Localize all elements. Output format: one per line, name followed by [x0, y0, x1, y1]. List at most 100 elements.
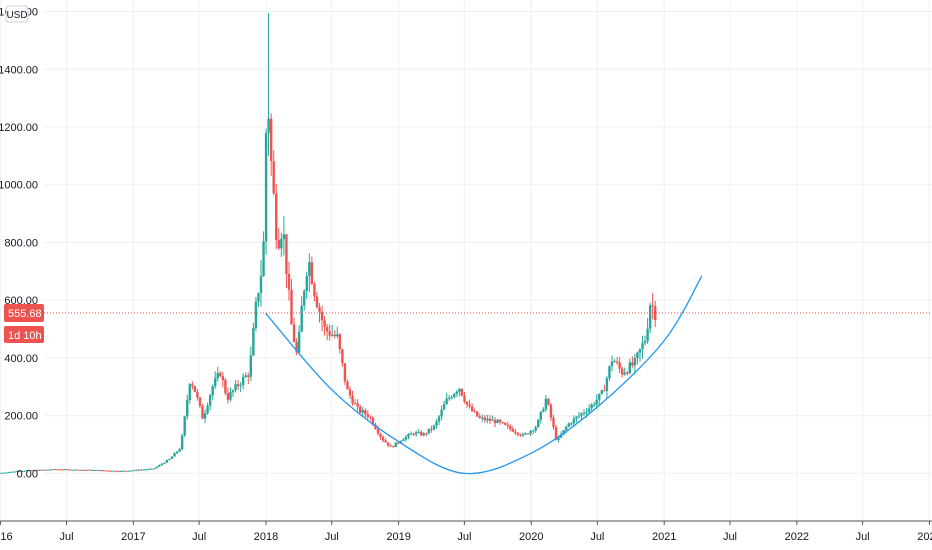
candle-body	[282, 234, 286, 239]
candle-up	[170, 456, 174, 459]
y-tick-label: 0.00	[17, 468, 38, 480]
candle-down	[275, 183, 278, 250]
candle-up	[580, 412, 583, 420]
candle-body	[25, 470, 29, 472]
candle-down	[470, 403, 474, 412]
x-tick-label: 2018	[254, 531, 278, 543]
candle-body	[473, 411, 476, 413]
candle-body	[600, 390, 604, 394]
candle-body	[272, 161, 275, 194]
candle-up	[168, 458, 171, 461]
candle-down	[333, 330, 336, 339]
candle-up	[577, 411, 581, 419]
candle-body	[191, 384, 194, 386]
candle-down	[501, 421, 504, 424]
candle-body	[496, 419, 499, 424]
candle-body	[618, 362, 621, 369]
candle-body	[572, 418, 576, 424]
candle-body	[310, 262, 314, 284]
candle-body	[145, 469, 148, 471]
candle-up	[119, 470, 123, 472]
candle-up	[147, 468, 151, 470]
candle-body	[119, 470, 123, 472]
candle-down	[348, 386, 352, 400]
candle-body	[366, 414, 370, 417]
candle-body	[165, 460, 169, 463]
candle-body	[51, 469, 54, 471]
candle-up	[529, 429, 532, 436]
candle-down	[295, 338, 298, 356]
candle-body	[493, 419, 497, 424]
candle-up	[214, 371, 217, 390]
candle-up	[94, 469, 97, 471]
candle-down	[615, 357, 619, 365]
candle-body	[514, 431, 517, 433]
candle-body	[94, 469, 97, 471]
candle-body	[277, 239, 281, 249]
candle-body	[460, 388, 464, 396]
candle-up	[440, 405, 443, 421]
candle-up	[453, 392, 456, 399]
candle-down	[425, 432, 428, 437]
candle-body	[353, 403, 357, 405]
candle-body	[559, 434, 563, 438]
candle-body	[331, 334, 334, 336]
candle-body	[173, 453, 176, 457]
candle-body	[53, 469, 57, 471]
candle-up	[598, 393, 601, 405]
candle-up	[33, 469, 36, 472]
candle-body	[211, 386, 214, 396]
candle-up	[486, 414, 489, 424]
candle-up	[361, 406, 364, 417]
candle-body	[43, 469, 47, 471]
candle-body	[381, 437, 385, 441]
candle-up	[537, 418, 540, 428]
candle-body	[633, 357, 637, 366]
candle-down	[193, 385, 197, 393]
candle-body	[638, 349, 642, 353]
candle-body	[38, 469, 41, 471]
candle-body	[465, 401, 469, 405]
candle-up	[249, 346, 253, 381]
candle-up	[150, 468, 153, 470]
candle-body	[28, 470, 31, 472]
candle-body	[226, 393, 230, 400]
candle-down	[386, 442, 390, 448]
candle-body	[598, 393, 601, 400]
candle-down	[102, 470, 105, 472]
x-tick-label: 2021	[652, 531, 676, 543]
candle-down	[358, 405, 362, 415]
candle-up	[570, 422, 573, 427]
candle-body	[478, 416, 481, 418]
candle-body	[414, 432, 418, 435]
candle-body	[297, 331, 301, 353]
candle-body	[244, 375, 247, 378]
candle-body	[99, 470, 102, 472]
candle-up	[450, 394, 453, 400]
candle-body	[450, 397, 453, 399]
candle-down	[389, 444, 392, 447]
candle-body	[130, 470, 133, 472]
candle-down	[313, 281, 316, 302]
candle-body	[580, 413, 583, 416]
candle-body	[386, 442, 390, 446]
candle-body	[641, 343, 644, 350]
candle-up	[458, 388, 461, 397]
candle-body	[481, 417, 484, 419]
candle-body	[557, 437, 560, 440]
candle-up	[432, 424, 436, 431]
candle-body	[519, 434, 522, 436]
trend-curve[interactable]	[265, 275, 703, 475]
candle-down	[18, 470, 21, 473]
candle-up	[183, 415, 186, 437]
candle-body	[76, 469, 80, 471]
candle-down	[325, 323, 329, 341]
candle-down	[356, 399, 359, 412]
candle-up	[534, 425, 537, 434]
currency-button[interactable]: USD	[5, 5, 29, 23]
candle-down	[76, 469, 80, 471]
candle-body	[63, 469, 67, 471]
candle-down	[498, 418, 502, 425]
candle-body	[287, 273, 291, 290]
